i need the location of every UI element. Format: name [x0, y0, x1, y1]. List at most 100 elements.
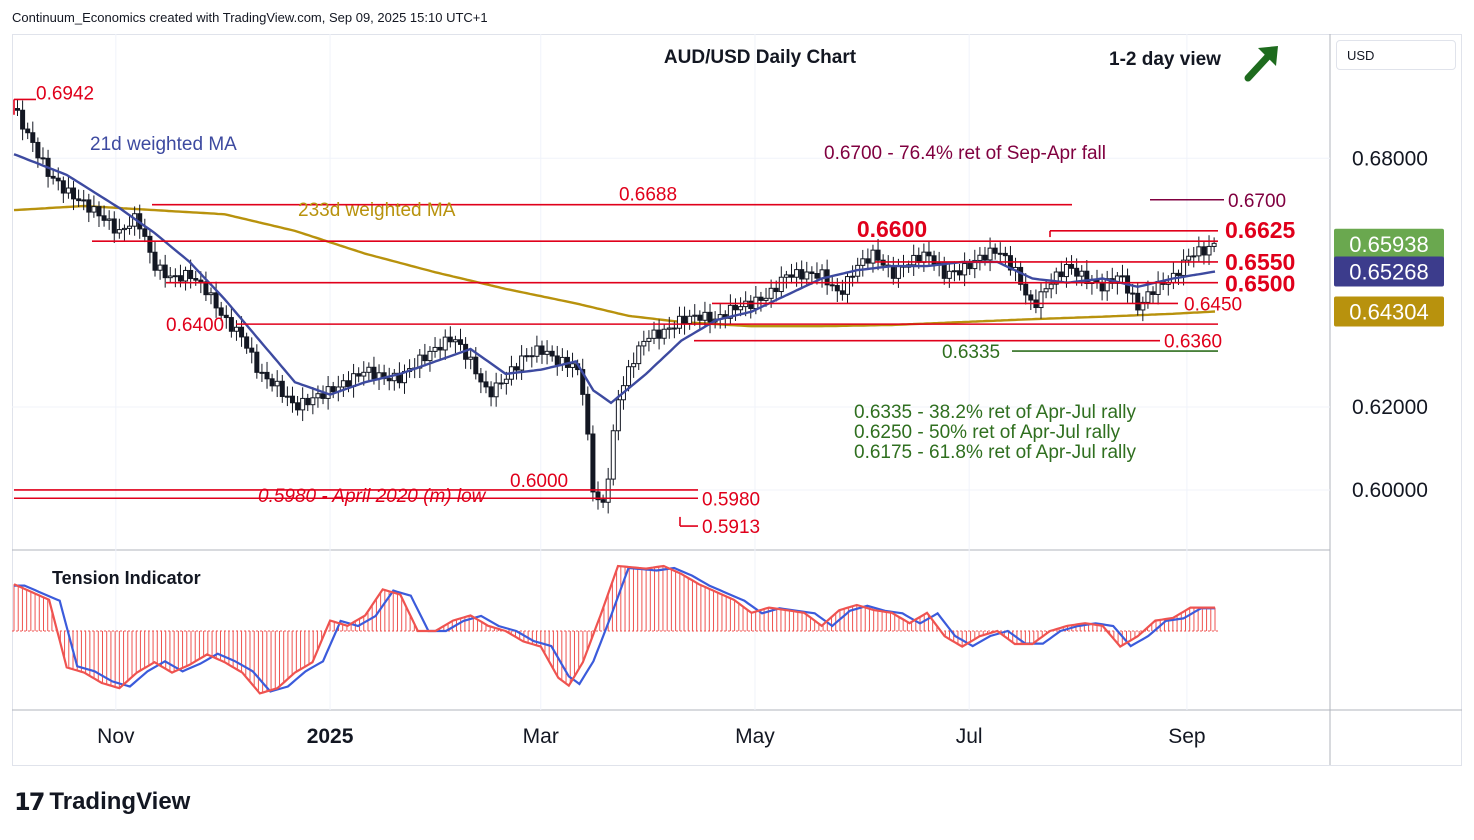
candle-body	[962, 263, 968, 276]
y-tick-label: 0.68000	[1352, 147, 1428, 170]
price-badge-label: 0.65268	[1349, 260, 1429, 285]
candle-body	[748, 300, 754, 310]
candle-body	[91, 206, 97, 213]
candle-body	[1048, 283, 1054, 290]
candle-body	[1053, 271, 1059, 285]
level-label: 0.6360	[1164, 332, 1222, 353]
candle-body	[50, 175, 56, 179]
candle-body	[850, 275, 856, 278]
candle-body	[228, 317, 234, 332]
candle-body	[839, 290, 845, 295]
candle-body	[570, 363, 576, 368]
candle-body	[452, 339, 458, 343]
candle-body	[610, 430, 616, 480]
price-badge-bg	[1334, 256, 1444, 287]
candle-body	[305, 397, 311, 406]
level-label: 0.6550	[1225, 249, 1295, 275]
candle-body	[957, 270, 963, 276]
tension-line	[13, 564, 1215, 695]
candle-body	[15, 108, 21, 111]
candle-body	[549, 350, 555, 357]
price-badge-bg	[1334, 296, 1444, 327]
brand-name: TradingView	[49, 788, 191, 815]
candle-body	[580, 369, 586, 395]
level-label: 0.5980	[702, 489, 760, 510]
candle-body	[361, 371, 367, 377]
fib-note: 0.6250 - 50% ret of Apr-Jul rally	[854, 422, 1121, 443]
target-level-label: 0.6700	[1228, 191, 1286, 212]
candle-body	[794, 269, 800, 278]
candle-body	[666, 327, 672, 330]
x-tick-label: May	[735, 725, 775, 748]
candle-body	[213, 292, 219, 309]
candle-body	[391, 372, 397, 382]
candle-body	[702, 311, 708, 321]
candle-body	[992, 247, 998, 254]
gridlines	[12, 34, 1330, 710]
candle-body	[600, 499, 606, 503]
candle-body	[121, 227, 127, 231]
candle-body	[244, 336, 250, 349]
candle-body	[834, 285, 840, 292]
candle-body	[1191, 255, 1197, 258]
candle-body	[514, 366, 520, 371]
target-note: 0.6700 - 76.4% ret of Sep-Apr fall	[824, 143, 1106, 164]
candle-body	[1058, 271, 1064, 278]
view-label: 1-2 day view	[1109, 49, 1221, 70]
price-badge-label: 0.65938	[1349, 232, 1429, 257]
candle-body	[636, 345, 642, 365]
candle-body	[1043, 288, 1049, 293]
level-label: 0.6400	[166, 315, 224, 336]
candle-body	[641, 340, 647, 347]
price-badge: 0.65268	[1334, 256, 1444, 287]
tradingview-logo-icon: 17	[14, 788, 45, 816]
ma233-line	[13, 204, 1216, 328]
price-badge-label: 0.64304	[1349, 300, 1429, 325]
candle-body	[544, 350, 550, 355]
candle-body	[1130, 292, 1136, 295]
candle-body	[758, 296, 764, 301]
candle-body	[671, 327, 677, 330]
candle-body	[977, 254, 983, 261]
ma233-label: 233d weighted MA	[298, 200, 456, 221]
candle-body	[386, 378, 392, 382]
candle-body	[997, 252, 1003, 255]
candle-body	[1074, 267, 1080, 277]
candle-body	[890, 265, 896, 279]
candle-body	[529, 355, 535, 358]
candle-body	[1018, 266, 1024, 285]
candle-body	[707, 311, 713, 323]
x-tick-label: 2025	[307, 725, 354, 748]
candle-body	[783, 274, 789, 278]
chart-title: AUD/USD Daily Chart	[664, 47, 857, 68]
candle-body	[432, 346, 438, 352]
candle-body	[447, 336, 453, 343]
candle-body	[208, 292, 214, 296]
y-tick-label: 0.60000	[1352, 479, 1428, 502]
candle-body	[1028, 294, 1034, 301]
ma21-line	[13, 153, 1216, 405]
candle-body	[289, 395, 295, 404]
ma21-label: 21d weighted MA	[90, 134, 237, 155]
currency-button[interactable]: USD	[1336, 40, 1456, 70]
april-low-note: 0.5980 - April 2020 (m) low	[258, 486, 487, 507]
candle-body	[468, 356, 474, 360]
candle-body	[71, 187, 77, 200]
tension-indicator-label: Tension Indicator	[52, 568, 201, 588]
candle-body	[982, 254, 988, 261]
candle-body	[1023, 283, 1029, 296]
tradingview-brand[interactable]: 17 TradingView	[14, 788, 190, 816]
candle-body	[1145, 291, 1151, 303]
candle-body	[661, 328, 667, 339]
candle-body	[676, 315, 682, 329]
candle-body	[738, 306, 744, 311]
candle-body	[127, 225, 133, 229]
candle-body	[651, 329, 657, 339]
candle-body	[987, 247, 993, 261]
candle-body	[183, 269, 189, 282]
candle-body	[300, 397, 306, 411]
candle-body	[340, 380, 346, 388]
candle-body	[1201, 246, 1207, 256]
candle-body	[295, 402, 301, 411]
